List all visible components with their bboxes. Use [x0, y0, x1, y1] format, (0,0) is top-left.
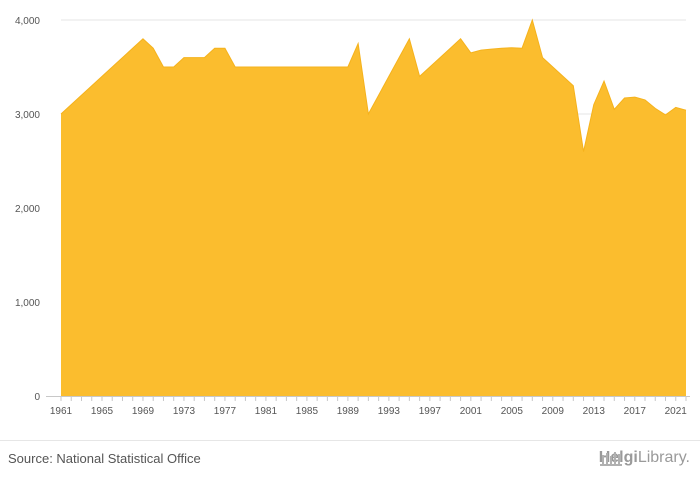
area-chart: 0 1,000 2,000 3,000 4,000 1961 1965 1969 1973 197…	[15, 16, 690, 417]
source-label: Source: National Statistical Office	[8, 451, 201, 466]
brand-logo[interactable]: Helgi Library.	[599, 449, 690, 467]
x-tick-label: 2021	[665, 406, 688, 417]
x-tick-label: 1965	[91, 406, 114, 417]
x-tick-label: 1985	[296, 406, 319, 417]
footer: Source: National Statistical Office Helg…	[0, 440, 700, 484]
x-tick-label: 1961	[50, 406, 73, 417]
x-tick-label: 2013	[583, 406, 606, 417]
x-tick-label: 1981	[255, 406, 278, 417]
area-series-line	[60, 18, 687, 152]
x-tick-label: 1997	[419, 406, 442, 417]
library-building-icon	[599, 452, 622, 466]
x-tick-label: 2017	[624, 406, 647, 417]
x-tick-label: 2001	[460, 406, 483, 417]
y-tick-label: 4,000	[15, 16, 40, 27]
x-tick-label: 1977	[214, 406, 237, 417]
x-tick-label: 1993	[378, 406, 401, 417]
brand-name-part2: Library.	[637, 449, 690, 466]
y-tick-label: 3,000	[15, 110, 40, 121]
x-tick-label: 1989	[337, 406, 360, 417]
x-tick-label: 2005	[501, 406, 524, 417]
area-layer	[60, 18, 687, 396]
y-tick-label: 1,000	[15, 298, 40, 309]
x-tick-label: 1973	[173, 406, 196, 417]
y-tick-label: 2,000	[15, 204, 40, 215]
axis-layer: 0 1,000 2,000 3,000 4,000 1961 1965 1969 1973 197…	[15, 16, 690, 417]
x-tick-label: 2009	[542, 406, 565, 417]
x-tick-label: 1969	[132, 406, 155, 417]
area-series	[61, 20, 686, 396]
y-tick-label: 0	[34, 392, 40, 403]
